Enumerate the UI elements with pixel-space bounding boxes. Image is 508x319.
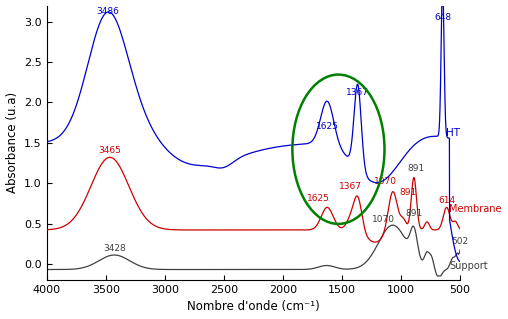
Text: 891: 891 (405, 209, 423, 218)
Text: 614: 614 (438, 196, 455, 205)
Text: 3465: 3465 (99, 146, 121, 155)
Text: 502: 502 (451, 237, 468, 246)
X-axis label: Nombre d'onde (cm⁻¹): Nombre d'onde (cm⁻¹) (187, 300, 320, 314)
Text: 891: 891 (408, 165, 425, 174)
Text: 3486: 3486 (96, 7, 119, 16)
Text: 648: 648 (434, 13, 451, 22)
Text: 1367: 1367 (346, 88, 369, 97)
Text: 3428: 3428 (103, 244, 125, 253)
Text: 1625: 1625 (316, 122, 339, 131)
Text: 1070: 1070 (374, 177, 397, 186)
Text: Support: Support (450, 261, 488, 271)
Text: Membrane: Membrane (450, 204, 502, 214)
Text: HT: HT (447, 128, 460, 138)
Text: 1625: 1625 (307, 194, 330, 203)
Text: 1070: 1070 (372, 214, 395, 224)
Y-axis label: Absorbance (u.a): Absorbance (u.a) (6, 92, 19, 193)
Text: 891: 891 (399, 188, 417, 197)
Text: 1367: 1367 (339, 182, 362, 191)
